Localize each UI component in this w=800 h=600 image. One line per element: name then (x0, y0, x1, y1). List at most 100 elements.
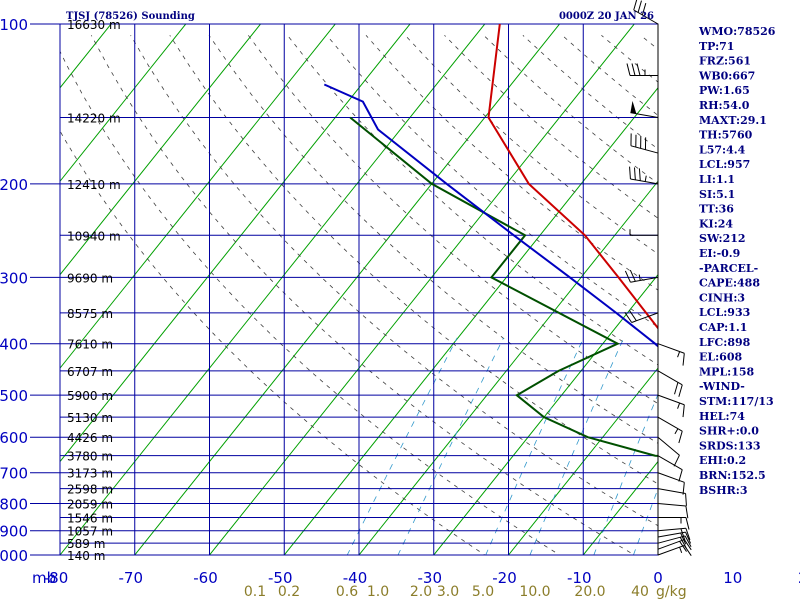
wind-barb-flag (684, 535, 692, 547)
temperature-tick-label: -70 (119, 569, 144, 587)
index-value: WMO:78526 (698, 25, 776, 38)
dewpoint-profile-line (349, 116, 658, 457)
wind-barb-half-flag (679, 546, 683, 553)
wind-barb (657, 455, 683, 482)
wind-barb-staff (630, 112, 659, 118)
isotherm-line (582, 460, 658, 555)
wind-barb-flag (679, 536, 687, 549)
wind-barb-half-flag (644, 175, 647, 182)
axis-labels: 100200300400500600700800900100016630 m14… (0, 16, 800, 600)
isotherm-line (60, 24, 262, 276)
isotherm-line (60, 24, 486, 555)
mixing-ratio-tick-label: 5.0 (472, 584, 494, 600)
index-value: CAPE:488 (699, 277, 760, 290)
wind-barb-pennant (630, 100, 637, 114)
wind-barb-flag (685, 493, 687, 506)
index-value: FRZ:561 (699, 55, 751, 68)
temperature-tick-label: 10 (723, 569, 742, 587)
wind-barb-staff (657, 539, 685, 550)
index-value: LCL:933 (699, 306, 750, 319)
wind-barb (657, 503, 689, 519)
temperature-tick-label: -50 (268, 569, 293, 587)
wind-barb-flag (624, 270, 631, 283)
index-value: CAP:1.1 (699, 321, 747, 334)
height-label: 589 m (67, 537, 105, 551)
wind-barb-flag (636, 63, 641, 76)
mixing-ratio-tick-label: 0.1 (244, 584, 266, 600)
wind-barb (657, 539, 692, 552)
temperature-profile-line (487, 24, 658, 330)
wind-barb-staff (657, 488, 686, 495)
index-value: CINH:3 (699, 291, 745, 304)
wind-barb-flag (631, 63, 636, 76)
index-value: -WIND- (699, 380, 745, 393)
wind-barb (629, 166, 659, 185)
wind-barb-flag (633, 167, 636, 180)
wind-barb-half-flag (677, 351, 681, 358)
temperature-tick-label: -40 (343, 569, 368, 587)
isotherm-line (433, 273, 658, 555)
wind-barb-half-flag (674, 428, 679, 435)
wind-barb (657, 527, 691, 541)
wind-barb-flag (673, 454, 680, 467)
wind-barb-flag (680, 532, 687, 545)
height-label: 3173 m (67, 467, 113, 481)
isotherm-line (60, 24, 411, 463)
wind-barb-flag (685, 517, 690, 530)
pressure-tick-label: 600 (0, 429, 28, 447)
temperature-tick-label: 20 (798, 569, 800, 587)
height-label: 10940 m (67, 229, 121, 243)
wind-barb (630, 100, 659, 118)
height-label: 3780 m (67, 450, 113, 464)
index-value: -PARCEL- (699, 262, 758, 275)
station-title: TJSJ (78526) Sounding (66, 11, 195, 22)
mixing-ratio-line (758, 338, 800, 566)
wind-barb-flag (674, 382, 679, 395)
wind-barb-flag (629, 166, 631, 180)
mixing-ratio-tick-label: 20.0 (574, 584, 605, 600)
index-value: L57:4.4 (699, 143, 746, 156)
index-value: BSHR:3 (699, 484, 748, 497)
dry-adiabat-line (247, 35, 658, 405)
mixing-ratio-line (593, 393, 658, 555)
wind-barb (633, 0, 659, 25)
wind-barb-half-flag (638, 274, 641, 281)
wind-barb (657, 370, 683, 397)
mixing-ratio-line (633, 487, 658, 555)
wind-barb-flag (685, 528, 691, 541)
wind-barb-flag (682, 353, 685, 366)
wind-barb-staff (657, 436, 680, 456)
index-value: SRDS:133 (699, 439, 761, 452)
mixing-ratio-tick-label: 0.2 (278, 584, 300, 600)
wind-barb-flag (682, 404, 685, 418)
height-label: 1546 m (67, 512, 113, 526)
height-label: 16630 m (67, 18, 121, 32)
index-value: SW:212 (699, 232, 746, 245)
background-lines (60, 24, 800, 566)
pressure-tick-label: 400 (0, 336, 28, 354)
index-value: SI:5.1 (699, 188, 735, 201)
wind-barb-flag (678, 469, 683, 482)
mixing-ratio-unit-label: g/kg (656, 584, 687, 600)
height-label: 2059 m (67, 498, 113, 512)
temperature-tick-label: -30 (418, 569, 443, 587)
index-value: LCL:957 (699, 158, 750, 171)
pressure-tick-label: 200 (0, 176, 28, 194)
wind-barb-flag (626, 63, 631, 76)
index-value: EHI:0.2 (699, 454, 746, 467)
index-value: LFC:898 (699, 336, 751, 349)
wind-barb-flag (624, 311, 633, 323)
wind-barb (657, 472, 685, 495)
wind-barb-staff (657, 394, 685, 406)
pressure-tick-label: 800 (0, 496, 28, 514)
index-value: SHR+:0.0 (699, 425, 759, 438)
wind-barb-flag (641, 2, 647, 16)
mixing-ratio-tick-label: 0.6 (336, 584, 358, 600)
temperature-tick-label: 0 (653, 569, 663, 587)
wind-barb (658, 517, 690, 530)
index-value: EL:608 (699, 351, 742, 364)
index-value: TH:5760 (699, 129, 753, 142)
index-value: RH:54.0 (699, 99, 750, 112)
wind-barb-flag (685, 505, 689, 519)
